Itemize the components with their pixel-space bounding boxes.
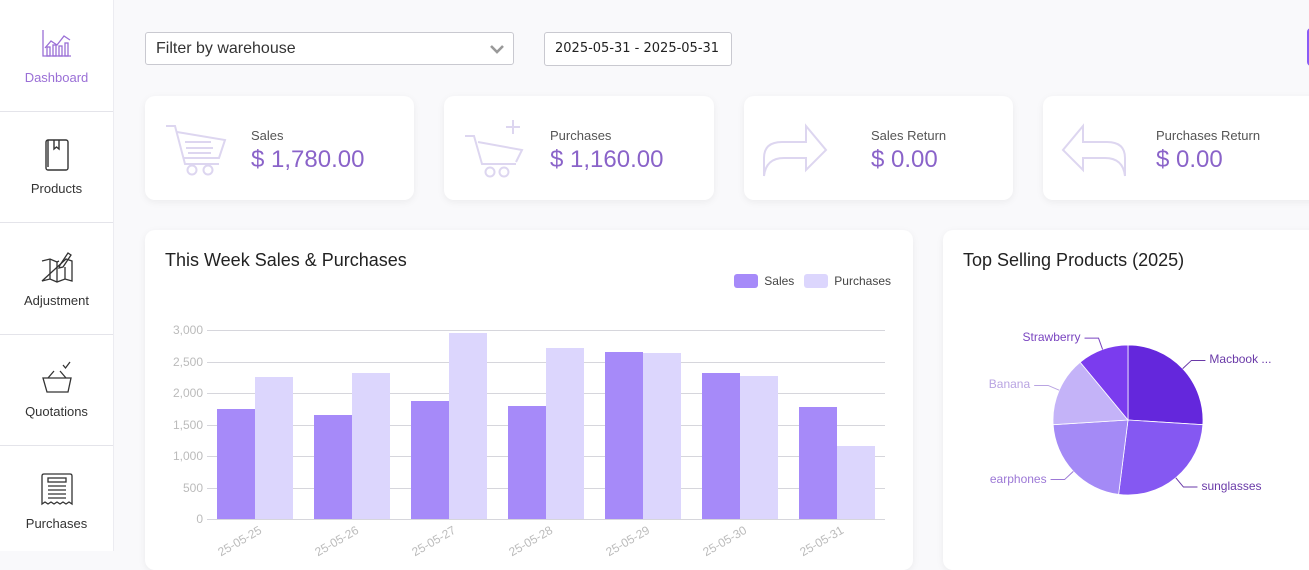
pie-leader-line [1034,385,1059,390]
sidebar-item-products[interactable]: Products [0,112,113,224]
legend-swatch [804,274,828,288]
kpi-label: Purchases [550,128,611,143]
pie-label: Strawberry [1023,330,1081,344]
chevron-down-icon [489,41,505,57]
kpi-value: $ 1,160.00 [550,146,663,174]
sidebar-item-label: Purchases [26,516,87,531]
x-axis-tick: 25-05-26 [313,523,362,559]
cart-icon [163,118,229,178]
sidebar-item-quotations[interactable]: Quotations [0,335,113,447]
kpi-value: $ 1,780.00 [251,146,364,174]
pie-chart [943,230,1309,570]
bar-purchases[interactable] [837,446,875,519]
bar-purchases[interactable] [643,353,681,519]
sidebar-item-label: Dashboard [25,70,89,85]
x-axis-tick: 25-05-30 [700,523,749,559]
bar-sales[interactable] [702,373,740,519]
pie-leader-line [1183,360,1206,368]
kpi-card-purchases-return: Purchases Return $ 0.00 [1043,96,1309,200]
bar-purchases[interactable] [255,377,293,519]
sidebar-item-label: Adjustment [24,293,89,308]
pie-slice[interactable] [1053,420,1128,494]
chart-icon [39,26,75,62]
bar-purchases[interactable] [352,373,390,519]
sidebar-item-adjustment[interactable]: Adjustment [0,223,113,335]
legend-swatch [734,274,758,288]
top-products-card: Top Selling Products (2025) Macbook ...s… [943,230,1309,570]
weekly-chart-card: This Week Sales & Purchases Sales Purcha… [145,230,913,570]
bar-sales[interactable] [605,352,643,519]
x-axis-tick: 25-05-29 [603,523,652,559]
bar-purchases[interactable] [546,348,584,519]
y-axis-tick: 2,000 [163,386,203,400]
map-edit-icon [39,249,75,285]
x-axis-tick: 25-05-27 [410,523,459,559]
y-axis-tick: 1,000 [163,449,203,463]
sidebar-item-label: Products [31,181,82,196]
pie-label: Banana [989,377,1030,391]
arrow-forward-icon [762,118,828,178]
kpi-card-sales: Sales $ 1,780.00 [145,96,414,200]
x-axis-tick: 25-05-31 [797,523,846,559]
gridline [207,330,885,331]
y-axis-tick: 2,500 [163,355,203,369]
legend-label: Purchases [834,274,891,288]
weekly-chart-title: This Week Sales & Purchases [165,250,407,271]
kpi-label: Sales [251,128,284,143]
warehouse-filter-select[interactable]: Filter by warehouse [145,32,514,65]
kpi-card-sales-return: Sales Return $ 0.00 [744,96,1013,200]
kpi-label: Purchases Return [1156,128,1260,143]
pie-label: earphones [990,472,1047,486]
y-axis-tick: 1,500 [163,418,203,432]
kpi-value: $ 0.00 [1156,146,1223,174]
kpi-card-purchases: Purchases $ 1,160.00 [444,96,714,200]
bar-sales[interactable] [508,406,546,519]
pie-leader-line [1176,478,1198,487]
x-axis-tick: 25-05-25 [216,523,265,559]
kpi-value: $ 0.00 [871,146,938,174]
book-icon [39,137,75,173]
pie-slice[interactable] [1119,420,1203,495]
x-axis-tick: 25-05-28 [506,523,555,559]
main-content: Filter by warehouse 2025-05-31 - 2025-05… [115,0,1309,551]
date-range-picker[interactable]: 2025-05-31 - 2025-05-31 [544,32,732,66]
basket-check-icon [39,360,75,396]
bar-sales[interactable] [217,409,255,519]
legend-label: Sales [764,274,794,288]
gridline [207,519,885,520]
sidebar-item-dashboard[interactable]: Dashboard [0,0,113,112]
arrow-back-icon [1061,118,1127,178]
pie-label: sunglasses [1201,479,1261,493]
kpi-label: Sales Return [871,128,946,143]
y-axis-tick: 0 [163,512,203,526]
cart-plus-icon [462,118,528,178]
bar-purchases[interactable] [740,376,778,519]
sidebar-item-purchases[interactable]: Purchases [0,446,113,558]
sidebar-item-label: Quotations [25,404,88,419]
pie-leader-line [1085,338,1103,349]
bar-purchases[interactable] [449,333,487,519]
pie-slice[interactable] [1128,345,1203,425]
pie-label: Macbook ... [1209,352,1271,366]
legend-item-sales[interactable]: Sales [734,274,794,288]
receipt-icon [39,472,75,508]
chart-legend: Sales Purchases [724,274,891,288]
legend-item-purchases[interactable]: Purchases [804,274,891,288]
sidebar: Dashboard Products Adjustment Quotations… [0,0,114,551]
warehouse-filter-label: Filter by warehouse [156,40,296,57]
bar-sales[interactable] [411,401,449,519]
y-axis-tick: 3,000 [163,323,203,337]
bar-sales[interactable] [314,415,352,519]
bar-sales[interactable] [799,407,837,519]
y-axis-tick: 500 [163,481,203,495]
pie-leader-line [1051,471,1074,479]
